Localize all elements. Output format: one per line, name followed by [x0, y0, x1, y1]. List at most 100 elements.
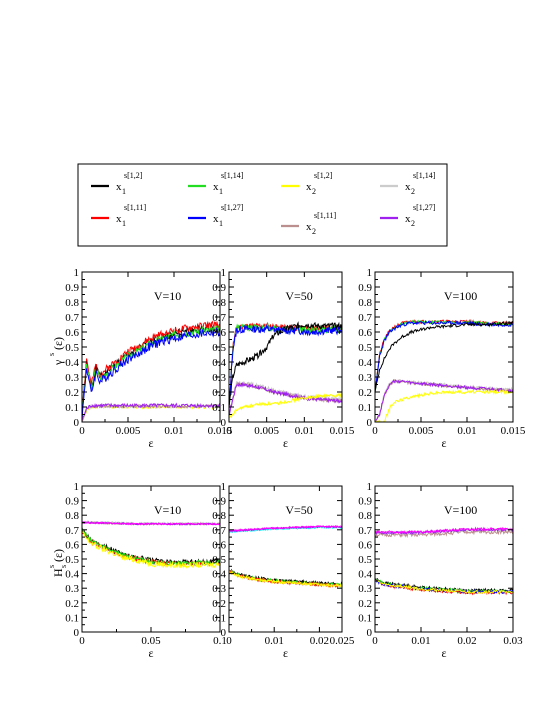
ytick-label: 0.7: [358, 525, 372, 537]
legend-label-sup: s[1,11]: [314, 211, 336, 220]
ytick-label: 0.2: [358, 598, 372, 610]
series-line: [375, 320, 513, 392]
xtick-label: 0: [79, 635, 85, 647]
xtick-label: 0: [226, 635, 232, 647]
legend: x 1s[1,2]x 1s[1,14]x 2s[1,2]x 2s[1,14]x 1s[1,…: [77, 163, 448, 247]
ytick-label: 0.3: [65, 583, 79, 595]
xtick-label: 0: [372, 425, 378, 437]
panel-annotation: V=10: [154, 289, 181, 303]
ytick-label: 0.3: [212, 372, 226, 384]
legend-label-base: x: [306, 221, 312, 233]
ytick-label: 0.8: [65, 297, 79, 309]
ytick-label: 0.1: [65, 402, 79, 414]
ylabel-main: H: [51, 568, 65, 577]
series-lines: [375, 318, 513, 422]
xtick-label: 0.02: [457, 635, 476, 647]
ytick-label: 0.4: [65, 569, 79, 581]
ylabel-main: γ: [51, 359, 65, 366]
series-line: [82, 520, 220, 526]
ytick-label: 0.5: [212, 554, 226, 566]
series-line: [375, 527, 513, 536]
xtick-label: 0.005: [254, 425, 279, 437]
legend-label-sub: 1: [122, 187, 126, 196]
ylabel-tail: (ε): [51, 549, 65, 562]
ytick-label: 0: [367, 417, 373, 429]
series-line: [375, 526, 513, 535]
panels: 00.10.20.30.40.50.60.70.80.910 0.005 0.01 0…: [65, 267, 526, 660]
ytick-label: 0.8: [358, 510, 372, 522]
ytick-label: 0: [74, 627, 80, 639]
xtick-label: 0: [226, 425, 232, 437]
series-line: [375, 389, 513, 422]
ytick-label: 0.4: [358, 357, 372, 369]
ytick-label: 1: [74, 267, 80, 279]
legend-label-sup: s[1,27]: [221, 203, 244, 212]
xtick-label: 0.005: [409, 425, 434, 437]
panel-3: 00.10.20.30.40.50.60.70.80.910 0.005 0.01 0…: [358, 267, 526, 450]
xtick-label: 0.005: [116, 425, 141, 437]
ytick-label: 0: [221, 627, 227, 639]
ytick-label: 0.3: [358, 372, 372, 384]
legend-label-base: x: [213, 213, 219, 225]
ytick-label: 0.1: [212, 402, 226, 414]
series-line: [229, 524, 342, 533]
y-axis-label: γs (ε): [47, 337, 65, 366]
series-line: [82, 325, 220, 419]
xtick-label: 0: [372, 635, 378, 647]
legend-entry: x 2 s[1,2]: [281, 171, 333, 196]
panel-annotation: V=10: [154, 503, 181, 517]
ytick-label: 0.3: [358, 583, 372, 595]
ytick-label: 0.1: [65, 612, 79, 624]
ytick-label: 0.5: [65, 342, 79, 354]
xtick-label: 0.03: [503, 635, 523, 647]
xtick-label: 0.015: [208, 425, 233, 437]
ytick-label: 0.9: [65, 496, 79, 508]
plot-frame: [81, 271, 221, 423]
series-line: [229, 321, 342, 408]
series-line: [375, 378, 513, 422]
ytick-label: 0.4: [65, 357, 79, 369]
panel-annotation: V=100: [444, 503, 477, 517]
series-lines: [229, 524, 342, 589]
legend-label-sup: s[1,14]: [413, 171, 436, 180]
x-axis-label: ε: [148, 646, 153, 660]
ylabel-sup: s: [47, 353, 56, 356]
ytick-label: 0.7: [212, 312, 226, 324]
ytick-label: 0.1: [358, 402, 372, 414]
x-axis-label: ε: [283, 646, 288, 660]
legend-label-base: x: [213, 181, 219, 193]
panel-annotation: V=100: [444, 289, 477, 303]
xtick-label: 0.015: [501, 425, 526, 437]
legend-entry: x 1 s[1,2]: [91, 171, 143, 196]
legend-entry: x 1 s[1,14]: [188, 171, 244, 196]
series-line: [82, 403, 220, 422]
legend-entry: x 2 s[1,27]: [380, 203, 436, 228]
ytick-label: 0.5: [212, 342, 226, 354]
series-lines: [82, 320, 220, 422]
row-ylabels: γs (ε) Hs s (ε): [47, 337, 68, 577]
legend-label-base: x: [116, 213, 122, 225]
xtick-label: 0.015: [330, 425, 355, 437]
xtick-label: 0: [79, 425, 85, 437]
ytick-label: 0.6: [212, 539, 226, 551]
legend-label-sub: 1: [219, 187, 223, 196]
ylabel-tail: (ε): [51, 337, 65, 350]
ytick-label: 0.9: [212, 496, 226, 508]
ytick-label: 0.9: [358, 282, 372, 294]
xtick-label: 0.025: [330, 635, 355, 647]
ytick-label: 0.6: [358, 539, 372, 551]
x-axis-label: ε: [441, 646, 446, 660]
series-line: [229, 569, 342, 589]
ytick-label: 0: [74, 417, 80, 429]
ytick-label: 0.3: [65, 372, 79, 384]
legend-label-base: x: [405, 181, 411, 193]
ytick-label: 0.7: [212, 525, 226, 537]
panel-5: 00.10.20.30.40.50.60.70.80.910 0.01 0.02 0.…: [212, 481, 355, 660]
series-lines: [82, 520, 220, 569]
ytick-label: 0.2: [212, 387, 226, 399]
legend-entry: x 2 s[1,11]: [281, 211, 336, 236]
series-line: [229, 381, 342, 415]
ylabel-sub: s: [59, 565, 68, 568]
ytick-label: 0.2: [212, 598, 226, 610]
